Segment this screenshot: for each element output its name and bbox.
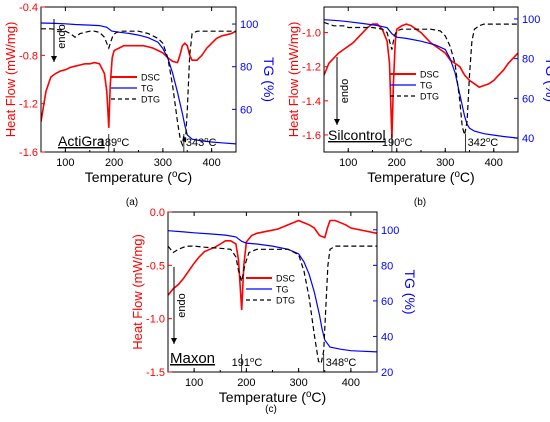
legend-label-tg: TG <box>276 285 289 295</box>
x-axis-title: Temperature (oC) <box>367 169 474 185</box>
sample-label: Maxon <box>170 350 215 367</box>
x-tick-label: 400 <box>202 157 220 169</box>
y2-tick-label: 80 <box>381 260 393 272</box>
y2-tick-label: 20 <box>381 367 393 379</box>
y-tick-label: -1.6 <box>302 130 321 142</box>
x-tick-label: 300 <box>154 157 172 169</box>
y2-tick-label: 40 <box>522 133 534 145</box>
legend-label-dtg: DTG <box>420 92 439 102</box>
y2-axis-title: TG (%) <box>543 57 550 102</box>
series-line-dsc <box>168 219 377 311</box>
sample-label: ActiGra <box>58 133 105 149</box>
legend-label-dsc: DSC <box>276 274 296 284</box>
legend-label-tg: TG <box>141 84 154 94</box>
legend-label-dsc: DSC <box>420 70 440 80</box>
endo-arrow-head <box>171 338 177 344</box>
peak-temperature-label: 191oC <box>232 355 263 369</box>
y-tick-label: -1.4 <box>302 96 321 108</box>
panel-caption: (c) <box>265 404 277 415</box>
y-tick-label: -0.5 <box>146 260 165 272</box>
y-tick-label: -1.5 <box>146 367 165 379</box>
plot-area <box>324 19 518 139</box>
y2-tick-label: 60 <box>240 104 252 116</box>
panel-caption: (a) <box>126 197 138 208</box>
x-tick-label: 400 <box>485 157 503 169</box>
x-tick-label: 100 <box>185 377 203 389</box>
y2-tick-label: 100 <box>240 19 258 31</box>
y2-axis-title: TG (%) <box>402 269 418 314</box>
x-tick-label: 400 <box>342 377 360 389</box>
y2-tick-label: 80 <box>240 62 252 74</box>
plot-area <box>168 219 377 365</box>
plot-frame <box>167 211 378 373</box>
y-tick-label: -1.0 <box>146 314 165 326</box>
y-tick-label: 0.0 <box>150 207 165 219</box>
peak-temperature-label: 190oC <box>382 135 413 149</box>
y-tick-label: -1.2 <box>302 62 321 74</box>
x-tick-label: 200 <box>388 157 406 169</box>
peak-temperature-label: 348oC <box>326 355 357 369</box>
peak-temperature-label: 343oC <box>186 135 217 149</box>
y-axis-title: Heat Flow (mW/mg) <box>130 234 145 350</box>
endo-label: endo <box>56 24 68 48</box>
y-tick-label: -0.8 <box>19 50 38 62</box>
peak-temperature-label: 342oC <box>468 135 499 149</box>
y-axis-title: Heat Flow (mW/mg) <box>286 22 301 138</box>
plot-frame <box>40 6 237 153</box>
y2-tick-label: 60 <box>381 296 393 308</box>
peak-temperature-label: 189oC <box>99 135 130 149</box>
y2-tick-label: 100 <box>381 225 399 237</box>
series-line-dsc <box>41 30 236 128</box>
series-line-tg <box>41 22 236 145</box>
y2-tick-label: 100 <box>522 14 540 26</box>
sample-label: Silcontrol <box>328 127 386 143</box>
series-line-dtg <box>324 21 518 136</box>
chart-panel-b: 100 200 300 400 -1.6 -1.4 -1.2 -1.0 40 60 80 100 Tem… <box>286 6 550 208</box>
endo-label: endo <box>176 293 188 317</box>
y2-tick-label: 80 <box>522 54 534 66</box>
panel-caption: (b) <box>414 197 426 208</box>
y-tick-label: -1.6 <box>19 147 38 159</box>
legend-label-tg: TG <box>420 81 433 91</box>
legend-label-dtg: DTG <box>276 296 295 306</box>
x-tick-label: 100 <box>339 157 357 169</box>
x-tick-label: 200 <box>105 157 123 169</box>
chart-panel-c: 100 200 300 400 -1.5 -1.0 -0.5 0.0 20 40 60 80 100 Te… <box>130 207 418 415</box>
y-axis-title: Heat Flow (mW/mg) <box>3 22 18 138</box>
y-tick-label: -1.0 <box>302 28 321 40</box>
series-line-tg <box>168 230 377 353</box>
endo-label: endo <box>339 79 351 103</box>
series-line-dtg <box>168 245 377 365</box>
x-tick-label: 100 <box>56 157 74 169</box>
y2-axis-title: TG (%) <box>261 57 277 102</box>
y2-tick-label: 60 <box>522 93 534 105</box>
plot-area <box>41 22 236 148</box>
y-tick-label: -1.2 <box>19 99 38 111</box>
y2-tick-label: 40 <box>381 331 393 343</box>
series-line-tg <box>324 19 518 139</box>
endo-arrow-head <box>51 56 57 62</box>
x-tick-label: 300 <box>436 157 454 169</box>
series-line-dtg <box>41 28 236 148</box>
x-axis-title: Temperature (oC) <box>219 389 326 405</box>
y-tick-label: -0.4 <box>19 2 38 14</box>
chart-panel-a: 100 200 300 400 -1.6 -1.2 -0.8 -0.4 60 80 100 Tempe… <box>3 2 277 208</box>
endo-arrow-head <box>334 119 340 125</box>
x-tick-label: 200 <box>237 377 255 389</box>
legend-label-dsc: DSC <box>141 73 161 83</box>
x-axis-title: Temperature (oC) <box>85 169 192 185</box>
x-tick-label: 300 <box>289 377 307 389</box>
legend-label-dtg: DTG <box>141 95 160 105</box>
series-line-dsc <box>324 23 518 139</box>
